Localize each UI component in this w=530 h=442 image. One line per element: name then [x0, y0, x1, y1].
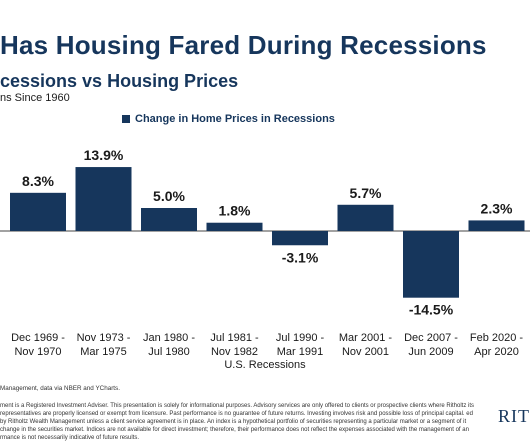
x-axis-title: U.S. Recessions — [224, 359, 306, 371]
bar-value-label: 5.0% — [153, 188, 185, 204]
category-label: Nov 1973 - — [77, 332, 131, 344]
bar — [75, 167, 132, 231]
bar — [468, 220, 525, 231]
category-label: Mar 1991 — [277, 346, 323, 358]
bar — [206, 222, 263, 231]
bar-value-label: 5.7% — [350, 185, 382, 201]
bar — [403, 231, 459, 298]
chart-subtitle: ns Since 1960 — [0, 92, 70, 104]
company-logo: RIT — [498, 406, 530, 426]
bar — [10, 192, 66, 231]
header-area: Has Housing Fared During Recessions cess… — [0, 0, 530, 91]
category-label: Jul 1981 - — [210, 332, 259, 344]
bar-value-label: 1.8% — [219, 203, 251, 219]
footer: Management, data via NBER and YCharts. m… — [0, 376, 530, 442]
bar — [141, 208, 197, 231]
bar-value-label: 8.3% — [22, 173, 54, 189]
category-label: Mar 2001 - — [339, 332, 393, 344]
category-label: Dec 2007 - — [404, 332, 458, 344]
bar-chart: 8.3% Dec 1969 - Nov 1970 13.9% Nov 1973 - Mar… — [0, 147, 530, 358]
category-label: Jul 1980 — [148, 346, 190, 358]
bar-value-label: 13.9% — [84, 147, 124, 163]
bar-value-label: -14.5% — [409, 302, 454, 318]
category-label: Apr 2020 — [474, 346, 519, 358]
source-note: Management, data via NBER and YCharts. — [0, 385, 120, 392]
category-label: Nov 2001 — [342, 346, 389, 358]
category-label: Jan 1980 - — [143, 332, 195, 344]
page-title: Has Housing Fared During Recessions — [0, 30, 487, 60]
disclaimer-text: ment is a Registered Investment Adviser.… — [0, 403, 474, 441]
category-label: Mar 1975 — [80, 346, 126, 358]
chart-title: cessions vs Housing Prices — [0, 71, 239, 91]
bar-value-label: 2.3% — [481, 200, 513, 216]
chart-legend: Change in Home Prices in Recessions — [122, 113, 335, 125]
category-label: Nov 1982 — [211, 346, 258, 358]
category-label: Dec 1969 - — [11, 332, 65, 344]
bar — [337, 204, 394, 231]
bar-value-label: -3.1% — [282, 249, 319, 265]
category-label: Jul 1990 - — [276, 332, 325, 344]
legend-label: Change in Home Prices in Recessions — [135, 113, 335, 125]
category-label: Jun 2009 — [408, 346, 453, 358]
category-label: Feb 2020 - — [470, 332, 524, 344]
legend-swatch — [122, 115, 130, 123]
bar — [272, 231, 328, 246]
category-label: Nov 1970 — [14, 346, 61, 358]
